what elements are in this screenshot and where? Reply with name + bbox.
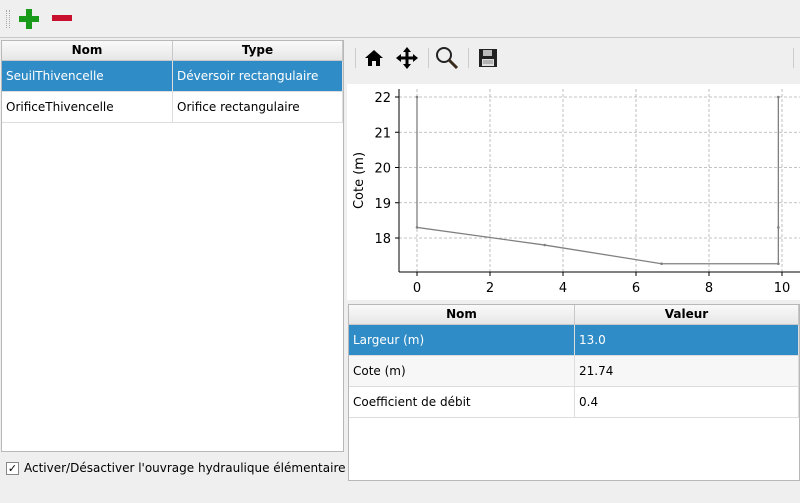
profile-point	[777, 226, 780, 229]
y-tick-label: 18	[374, 232, 391, 247]
profile-point	[415, 95, 419, 99]
y-axis-label: Cote (m)	[352, 152, 367, 209]
x-tick-label: 10	[774, 281, 791, 296]
cell-type: Orifice rectangulaire	[173, 92, 343, 122]
x-tick-label: 4	[559, 281, 567, 296]
x-tick-label: 0	[413, 281, 421, 296]
table-row[interactable]: Coefficient de débit 0.4	[349, 387, 799, 418]
structures-table: Nom Type SeuilThivencelle Déversoir rect…	[1, 40, 344, 452]
profile-point	[777, 95, 780, 99]
cell-valeur[interactable]: 13.0	[575, 325, 799, 355]
activate-checkbox[interactable]: ✓	[6, 462, 19, 475]
y-tick-label: 20	[374, 162, 391, 177]
table-row[interactable]: SeuilThivencelle Déversoir rectangulaire	[2, 61, 343, 92]
cell-nom: OrificeThivencelle	[2, 92, 173, 122]
cell-nom: SeuilThivencelle	[2, 61, 173, 91]
home-icon[interactable]	[362, 46, 386, 70]
profile-point	[543, 243, 547, 247]
plus-icon[interactable]	[19, 9, 39, 29]
x-tick-label: 6	[632, 281, 640, 296]
divider	[428, 48, 429, 68]
x-tick-label: 2	[486, 281, 494, 296]
table-row[interactable]: Largeur (m) 13.0	[349, 325, 799, 356]
divider	[793, 48, 794, 68]
save-icon[interactable]	[476, 46, 500, 70]
profile-point	[660, 262, 663, 266]
parameters-table: Nom Valeur Largeur (m) 13.0 Cote (m) 21.…	[348, 304, 800, 481]
column-header-valeur[interactable]: Valeur	[575, 305, 799, 324]
plot-toolbar-grip	[355, 48, 356, 68]
profile-point	[777, 262, 780, 266]
table-row[interactable]: OrificeThivencelle Orifice rectangulaire	[2, 92, 343, 123]
table-header: Nom Valeur	[349, 305, 799, 325]
divider	[468, 48, 469, 68]
cell-nom: Cote (m)	[349, 356, 575, 386]
column-header-type[interactable]: Type	[173, 41, 343, 60]
cell-nom: Coefficient de débit	[349, 387, 575, 417]
toolbar-divider	[0, 37, 800, 38]
y-tick-label: 22	[374, 91, 391, 106]
table-header: Nom Type	[2, 41, 343, 61]
y-tick-label: 21	[374, 126, 391, 141]
table-row[interactable]: Cote (m) 21.74	[349, 356, 799, 387]
minus-icon[interactable]	[52, 15, 72, 21]
toolbar-grip[interactable]	[6, 10, 10, 28]
cell-nom: Largeur (m)	[349, 325, 575, 355]
x-tick-label: 8	[705, 281, 713, 296]
column-header-nom[interactable]: Nom	[349, 305, 575, 324]
y-tick-label: 19	[374, 197, 391, 212]
pan-icon[interactable]	[395, 46, 419, 70]
cell-valeur[interactable]: 0.4	[575, 387, 799, 417]
column-header-nom[interactable]: Nom	[2, 41, 173, 60]
profile-point	[415, 226, 419, 229]
chart-background	[347, 84, 800, 300]
zoom-icon[interactable]	[435, 46, 459, 70]
activate-checkbox-label[interactable]: Activer/Désactiver l'ouvrage hydraulique…	[24, 461, 346, 475]
cell-valeur[interactable]: 21.74	[575, 356, 799, 386]
elevation-profile-chart[interactable]: 0 2 4 6 8 10 18 19 20 21 22 Cote (m)	[347, 84, 800, 300]
cell-type: Déversoir rectangulaire	[173, 61, 343, 91]
